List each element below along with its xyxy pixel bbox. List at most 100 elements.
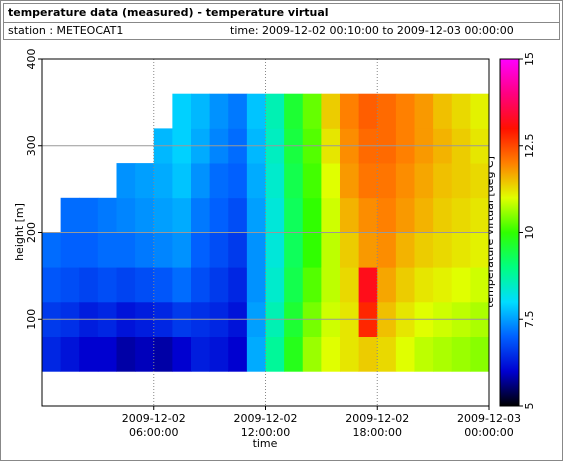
y-tick-label: 300 — [25, 135, 38, 156]
heatmap-cell — [116, 197, 136, 233]
x-axis-label: time — [253, 437, 278, 450]
heatmap-cell — [414, 336, 434, 372]
heatmap-cell — [153, 336, 173, 372]
heatmap-cell — [377, 267, 397, 303]
heatmap-cell — [246, 267, 266, 303]
heatmap-cell — [209, 163, 229, 199]
heatmap-cell — [60, 197, 80, 233]
heatmap-cell — [209, 267, 229, 303]
x-tick-label: 2009-12-02 12:00:00 — [233, 412, 298, 439]
colorbar-tick-label: 15 — [523, 52, 536, 66]
heatmap-cell — [265, 336, 285, 372]
heatmap-cell — [358, 232, 378, 268]
heatmap-cell — [302, 93, 322, 129]
heatmap-cell — [433, 267, 453, 303]
heatmap-cell — [377, 197, 397, 233]
heatmap-cell — [116, 232, 136, 268]
heatmap-cell — [302, 336, 322, 372]
heatmap-cell — [191, 93, 211, 129]
heatmap-cell — [340, 93, 360, 129]
plot-border — [41, 58, 490, 407]
y-tick-label: 400 — [25, 49, 38, 70]
heatmap-cell — [246, 197, 266, 233]
heatmap-cell — [470, 93, 490, 129]
heatmap-cell — [153, 163, 173, 199]
heatmap-cell — [135, 197, 155, 233]
heatmap-cell — [395, 336, 415, 372]
heatmap-cell — [451, 197, 471, 233]
heatmap-cell — [321, 267, 341, 303]
x-tick-label: 2009-12-02 06:00:00 — [121, 412, 186, 439]
heatmap-cell — [135, 267, 155, 303]
heatmap-cell — [228, 336, 248, 372]
heatmap-cell — [191, 336, 211, 372]
heatmap-cell — [395, 197, 415, 233]
heatmap-cell — [135, 232, 155, 268]
heatmap-cell — [395, 163, 415, 199]
heatmap-cell — [321, 93, 341, 129]
colorbar-tick-label: 5 — [523, 403, 536, 410]
heatmap-cell — [395, 93, 415, 129]
heatmap-cell — [228, 267, 248, 303]
heatmap-cell — [358, 163, 378, 199]
heatmap-cell — [377, 93, 397, 129]
heatmap-cell — [321, 197, 341, 233]
heatmap-cell — [265, 93, 285, 129]
heatmap-cell — [265, 197, 285, 233]
heatmap-cell — [340, 163, 360, 199]
time-range: time: 2009-12-02 00:10:00 to 2009-12-03 … — [230, 24, 514, 37]
heatmap-cell — [228, 93, 248, 129]
heatmap-cell — [451, 336, 471, 372]
heatmap-cell — [172, 232, 192, 268]
heatmap-cell — [433, 163, 453, 199]
heatmap-cell — [116, 163, 136, 199]
heatmap-cell — [377, 163, 397, 199]
heatmap-cell — [79, 267, 99, 303]
heatmap-cell — [340, 336, 360, 372]
heatmap-cell — [42, 232, 62, 268]
heatmap-cell — [265, 232, 285, 268]
heatmap-cell — [377, 232, 397, 268]
heatmap-cell — [79, 336, 99, 372]
heatmap-cell — [246, 93, 266, 129]
heatmap-cell — [60, 232, 80, 268]
heatmap-cell — [191, 267, 211, 303]
y-axis-label: height [m] — [13, 203, 26, 261]
heatmap-cell — [153, 232, 173, 268]
heatmap-cell — [228, 163, 248, 199]
heatmap-cell — [97, 267, 117, 303]
heatmap-cell — [209, 197, 229, 233]
heatmap-cell — [209, 336, 229, 372]
heatmap-cell — [116, 267, 136, 303]
chart-title: temperature data (measured) - temperatur… — [8, 6, 329, 19]
heatmap-cell — [470, 232, 490, 268]
heatmap-cell — [358, 93, 378, 129]
heatmap-cell — [284, 267, 304, 303]
y-tick-label: 200 — [25, 222, 38, 243]
heatmap-cell — [377, 336, 397, 372]
heatmap-cell — [97, 197, 117, 233]
heatmap-cell — [191, 197, 211, 233]
heatmap-cell — [135, 163, 155, 199]
heatmap-cell — [414, 267, 434, 303]
colorbar-tick-label: 10 — [523, 226, 536, 240]
heatmap-cell — [395, 232, 415, 268]
heatmap-cell — [284, 232, 304, 268]
heatmap-cell — [321, 336, 341, 372]
heatmap-cell — [60, 336, 80, 372]
heatmap-cell — [451, 163, 471, 199]
heatmap-cell — [172, 336, 192, 372]
heatmap-cell — [414, 232, 434, 268]
heatmap-cell — [358, 197, 378, 233]
heatmap-cell — [451, 267, 471, 303]
heatmap-cell — [451, 93, 471, 129]
heatmap-cell — [209, 232, 229, 268]
heatmap-cell — [414, 93, 434, 129]
heatmap-cell — [302, 232, 322, 268]
heatmap-cell — [60, 267, 80, 303]
heatmap-cell — [191, 163, 211, 199]
station: station : METEOCAT1 — [8, 24, 123, 37]
heatmap-cell — [97, 232, 117, 268]
